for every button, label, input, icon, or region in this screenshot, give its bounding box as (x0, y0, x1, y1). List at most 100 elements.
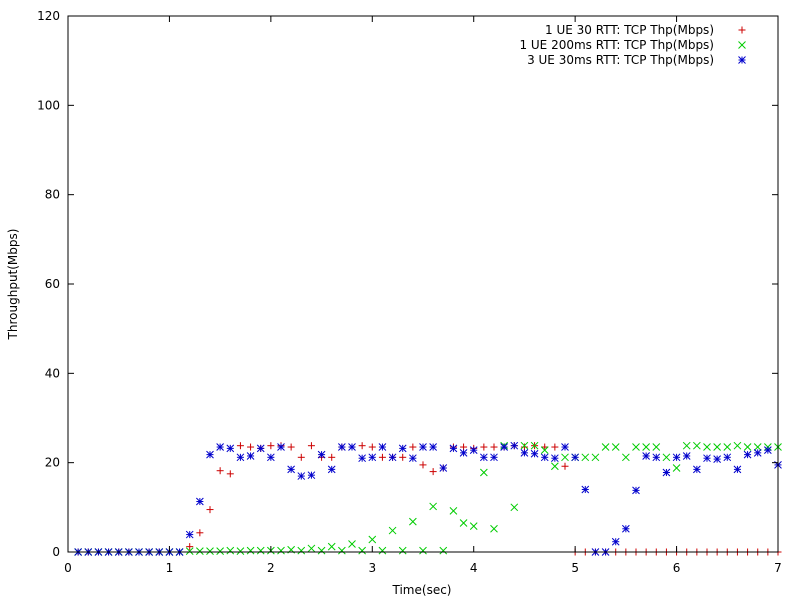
data-point (307, 544, 316, 553)
data-point (469, 522, 478, 530)
data-point (246, 546, 255, 555)
data-point (216, 547, 224, 555)
data-point (419, 546, 427, 555)
y-tick-label: 100 (37, 98, 60, 112)
data-point (622, 453, 630, 462)
data-point (348, 540, 356, 548)
data-point (429, 502, 437, 511)
x-tick-label: 5 (571, 561, 579, 575)
data-point (530, 441, 539, 450)
data-point (307, 471, 316, 480)
data-point (540, 446, 549, 455)
data-point (642, 452, 650, 460)
data-point (388, 526, 397, 535)
data-point (409, 517, 417, 526)
data-point (753, 448, 762, 457)
y-axis-label: Throughput(Mbps) (6, 229, 20, 341)
data-point (703, 443, 711, 451)
legend-entry-label: 1 UE 200ms RTT: TCP Thp(Mbps) (519, 38, 714, 52)
data-point (459, 448, 468, 457)
data-point (439, 464, 448, 472)
data-point (348, 443, 356, 451)
data-point (682, 441, 691, 450)
data-point (388, 453, 397, 462)
data-point (307, 442, 315, 450)
data-point (246, 452, 255, 460)
x-axis-label: Time(sec) (392, 583, 452, 597)
data-point (581, 485, 590, 494)
data-point (490, 443, 498, 451)
data-point (551, 443, 559, 451)
data-point (429, 468, 437, 476)
data-point (287, 465, 295, 474)
data-point (480, 453, 488, 462)
data-point (196, 497, 204, 506)
data-point (753, 443, 762, 451)
data-point (632, 443, 640, 451)
data-point (713, 455, 721, 463)
legend-entry-label: 1 UE 30 RTT: TCP Thp(Mbps) (545, 23, 714, 37)
data-point (378, 443, 387, 451)
data-point (449, 444, 458, 453)
data-point (398, 546, 407, 555)
legend-marker (738, 41, 746, 49)
y-tick-label: 20 (45, 456, 60, 470)
data-point (185, 530, 194, 539)
data-point (328, 453, 336, 461)
data-point (206, 450, 214, 459)
data-point (611, 537, 620, 546)
data-point (256, 546, 265, 555)
data-point (317, 450, 326, 459)
data-point (703, 454, 711, 463)
data-point (247, 443, 255, 451)
data-point (327, 542, 336, 551)
data-point (378, 546, 387, 555)
data-point (185, 547, 194, 555)
data-point (541, 443, 549, 451)
data-point (469, 446, 478, 455)
data-point (652, 443, 661, 451)
data-point (317, 546, 326, 555)
data-point (520, 441, 529, 450)
data-point (672, 453, 681, 462)
data-point (561, 443, 569, 451)
data-point (733, 441, 742, 450)
series-3 (74, 441, 782, 556)
data-point (510, 441, 519, 450)
y-tick-label: 60 (45, 277, 60, 291)
data-point (398, 444, 407, 453)
data-point (672, 464, 681, 472)
series-2 (74, 441, 782, 556)
data-point (743, 443, 752, 451)
x-tick-label: 7 (774, 561, 782, 575)
data-point (236, 547, 245, 555)
data-point (713, 443, 721, 451)
legend-marker (738, 26, 746, 34)
data-point (490, 453, 498, 462)
data-point (561, 453, 569, 462)
data-point (267, 453, 275, 462)
x-tick-label: 0 (64, 561, 72, 575)
data-point (581, 453, 590, 462)
data-point (236, 442, 244, 450)
data-point (277, 443, 285, 451)
data-point (216, 443, 224, 451)
y-tick-label: 40 (45, 366, 60, 380)
data-point (267, 442, 275, 450)
data-point (743, 450, 752, 459)
data-point (480, 468, 488, 477)
data-point (622, 524, 630, 533)
data-point (449, 507, 458, 515)
y-tick-label: 80 (45, 188, 60, 202)
data-point (642, 443, 650, 451)
x-tick-label: 4 (470, 561, 478, 575)
data-point (429, 443, 437, 451)
data-point (256, 444, 265, 453)
data-point (196, 547, 204, 555)
data-point (297, 453, 305, 461)
data-point (459, 519, 468, 527)
data-point (723, 453, 732, 462)
x-tick-label: 2 (267, 561, 275, 575)
data-point (368, 535, 377, 544)
data-point (561, 462, 569, 470)
